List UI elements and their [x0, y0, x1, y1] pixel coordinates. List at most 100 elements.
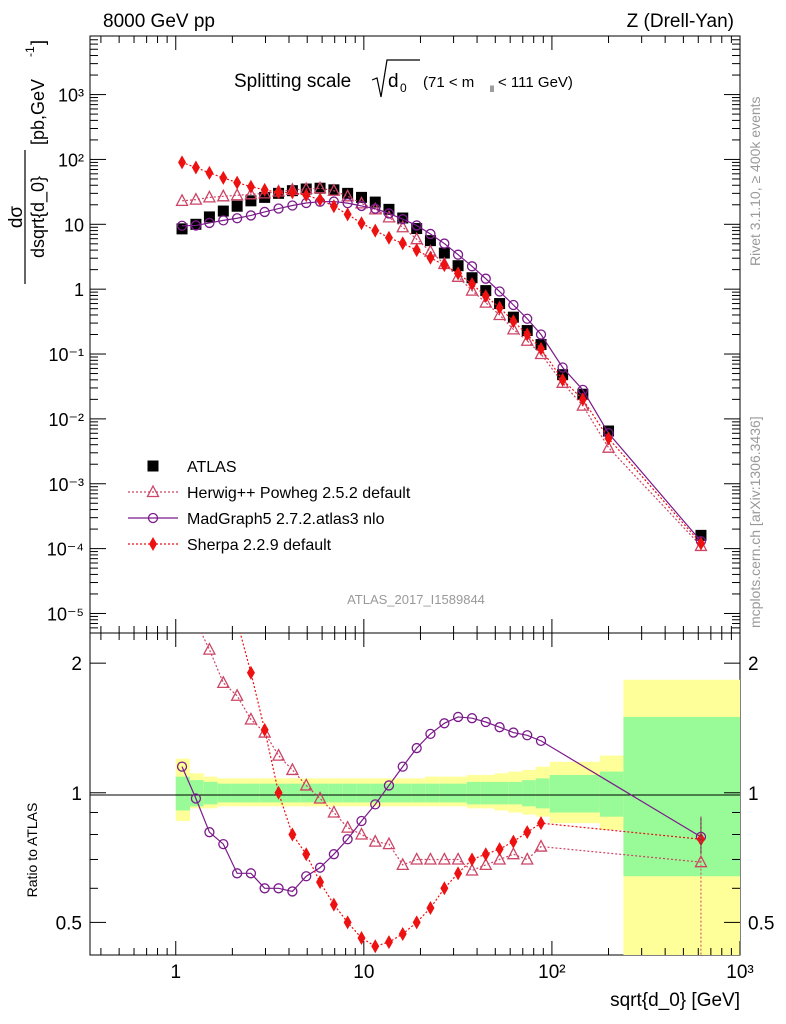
data-point	[357, 216, 366, 231]
y-tick-label: 10⁻⁵	[47, 604, 84, 624]
data-point	[411, 223, 423, 235]
data-point	[176, 223, 188, 235]
data-point	[452, 260, 464, 272]
stat-uncertainty-band	[411, 783, 426, 803]
ratio-point	[202, 642, 216, 655]
stat-uncertainty-band	[203, 781, 218, 805]
ratio-uncertainty-bands	[175, 679, 740, 955]
stat-uncertainty-band	[623, 716, 740, 877]
legend-marker	[147, 512, 159, 524]
y-tick-label: 1	[74, 280, 84, 300]
data-point	[601, 440, 616, 453]
ratio-point	[285, 762, 299, 776]
data-point	[426, 250, 435, 265]
data-point	[557, 362, 568, 373]
data-point	[202, 189, 216, 203]
x-tick-label: 10²	[538, 962, 565, 983]
ratio-point	[535, 735, 547, 747]
ratio-point	[465, 863, 479, 876]
data-point	[343, 207, 352, 222]
data-point	[288, 185, 297, 200]
ratio-point	[396, 857, 410, 871]
series-layer	[175, 155, 708, 552]
plot-title-d: d	[388, 71, 399, 92]
data-point	[576, 398, 590, 411]
data-point	[175, 193, 189, 206]
series-line	[182, 200, 702, 542]
y-tick-label: 10⁻⁴	[47, 540, 84, 560]
data-point	[231, 200, 243, 212]
stat-uncertainty-band	[439, 783, 454, 803]
ratio-point	[437, 852, 451, 865]
data-point	[384, 230, 393, 245]
ratio-point	[357, 930, 366, 945]
stat-uncertainty-band	[549, 774, 600, 813]
legend: ATLAS Herwig++ Powheg 2.5.2 default MadGra…	[128, 459, 411, 554]
stat-uncertainty-band	[231, 783, 246, 803]
data-point	[218, 215, 229, 226]
data-point	[578, 392, 587, 407]
data-point	[205, 165, 214, 180]
stat-uncertainty-band	[480, 781, 495, 805]
plot-title-range: (71 < m	[423, 74, 474, 91]
ylabel-unit-sup: -1	[23, 46, 37, 57]
ratio-point	[356, 815, 367, 827]
data-point	[383, 208, 395, 219]
data-point	[452, 249, 464, 260]
data-point	[411, 220, 422, 231]
legend-marker	[146, 484, 160, 498]
stat-uncertainty-band	[494, 781, 509, 805]
ratio-point	[230, 688, 244, 701]
ratio-point	[383, 780, 395, 791]
data-point	[258, 185, 272, 199]
ratio-y-tick-label-left: 2	[71, 654, 82, 675]
ratio-point	[495, 842, 504, 857]
data-point	[191, 160, 200, 175]
ratio-point	[192, 409, 200, 423]
ratio-point	[245, 868, 257, 879]
ratio-point	[411, 742, 422, 754]
data-point	[465, 283, 479, 296]
ratio-point	[204, 827, 215, 838]
stat-uncertainty-band	[508, 781, 523, 805]
ratio-point	[246, 665, 255, 680]
legend-label: Sherpa 2.2.9 default	[187, 537, 332, 554]
data-point	[494, 286, 505, 297]
data-point	[316, 192, 325, 207]
data-point	[481, 289, 490, 304]
data-point	[535, 329, 547, 340]
stat-uncertainty-band	[425, 783, 440, 803]
ratio-y-tick-label-left: 0.5	[56, 913, 82, 934]
ratio-series-layer	[176, 409, 708, 955]
data-point	[412, 243, 421, 258]
data-point	[537, 341, 546, 356]
ratio-point	[480, 716, 491, 728]
data-point	[233, 175, 242, 190]
ratio-point	[412, 915, 421, 930]
ratio-point	[271, 748, 286, 761]
ratio-point	[176, 761, 188, 772]
ratio-line	[200, 633, 702, 872]
stat-uncertainty-band	[217, 783, 232, 803]
data-point	[204, 217, 215, 229]
ratio-line	[181, 716, 702, 893]
ratio-point	[302, 847, 311, 862]
legend-label: MadGraph5 2.7.2.atlas3 nlo	[187, 511, 385, 528]
ratio-y-tick-label-left: 1	[71, 784, 82, 805]
data-point	[314, 182, 326, 194]
ratio-point	[440, 881, 449, 896]
ratio-point	[301, 871, 312, 882]
ratio-y-tick-label-right: 0.5	[748, 913, 774, 934]
ratio-point	[423, 852, 438, 865]
data-point	[245, 210, 257, 221]
stat-uncertainty-band	[286, 783, 301, 803]
analysis-id: ATLAS_2017_I1589844	[347, 592, 485, 607]
data-point	[328, 184, 340, 196]
ratio-point	[481, 847, 490, 862]
legend-marker	[149, 537, 157, 551]
data-point	[217, 205, 229, 217]
stat-uncertainty-band	[356, 783, 371, 803]
mcplots-label: mcplots.cern.ch [arXiv:1306.3436]	[747, 416, 763, 628]
ratio-point	[370, 799, 381, 810]
